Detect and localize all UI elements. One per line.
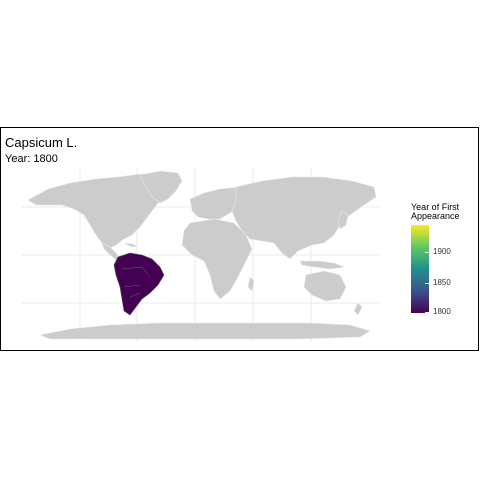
south-america-borders (121, 266, 151, 298)
madagascar-land (247, 276, 255, 292)
legend-tickmark-1850 (425, 283, 429, 284)
north-america-land (27, 172, 179, 250)
world-map (22, 167, 380, 342)
caribbean-land (123, 242, 139, 248)
plot-title: Capsicum L. (5, 135, 78, 150)
legend-title-line1: Year of First (411, 202, 460, 212)
color-legend: Year of First Appearance 1900 1850 1800 (411, 203, 471, 316)
plot-subtitle: Year: 1800 (5, 153, 58, 165)
legend-tickmark-1900 (425, 252, 429, 253)
legend-title: Year of First Appearance (411, 203, 471, 221)
legend-title-line2: Appearance (411, 211, 460, 221)
legend-tickmark-1800 (425, 312, 429, 313)
africa-land (181, 218, 253, 300)
southeast-asia-islands (299, 260, 346, 270)
japan-land (337, 210, 349, 230)
australia-land (303, 270, 347, 302)
greenland-land (139, 170, 183, 204)
new-zealand-land (353, 302, 363, 316)
land-layer (27, 170, 377, 340)
legend-tick-label: 1800 (433, 307, 451, 316)
asia-land (231, 176, 377, 260)
antarctica-land (38, 322, 371, 340)
legend-tick-label: 1850 (433, 278, 451, 287)
legend-colorbar (411, 225, 429, 313)
south-america-highlighted (113, 252, 165, 316)
legend-tick-label: 1900 (433, 247, 451, 256)
